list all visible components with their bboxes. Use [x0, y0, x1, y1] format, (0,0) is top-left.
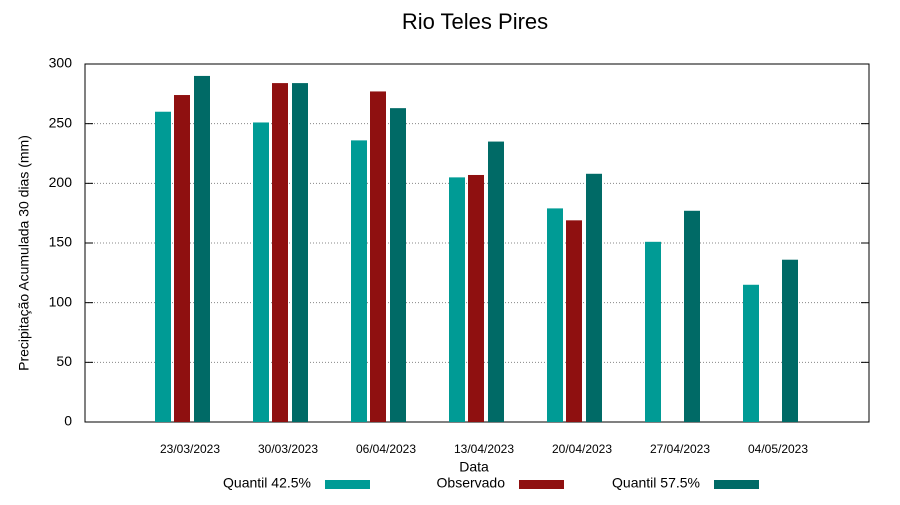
bar — [684, 210, 700, 422]
bar — [370, 91, 386, 423]
legend-label: Quantil 57.5% — [612, 475, 700, 491]
bar — [743, 284, 759, 422]
bar — [468, 174, 484, 422]
y-tick-label: 250 — [49, 114, 73, 130]
bar — [782, 259, 798, 422]
x-tick-label: 04/05/2023 — [748, 442, 808, 456]
bar — [351, 140, 367, 422]
x-tick-label: 30/03/2023 — [258, 442, 318, 456]
y-tick-label: 300 — [49, 55, 73, 71]
bar — [488, 141, 504, 423]
bar — [174, 95, 190, 422]
x-axis-label: Data — [459, 459, 489, 475]
y-tick-label: 100 — [49, 293, 73, 309]
legend-swatch — [325, 480, 370, 489]
x-tick-label: 20/04/2023 — [552, 442, 612, 456]
y-axis-label: Precipitação Acumulada 30 dias (mm) — [16, 135, 32, 371]
x-tick-label: 23/03/2023 — [160, 442, 220, 456]
chart-title: Rio Teles Pires — [402, 9, 548, 34]
bar — [194, 75, 210, 422]
bar — [586, 173, 602, 422]
x-tick-label: 27/04/2023 — [650, 442, 710, 456]
x-tick-label: 13/04/2023 — [454, 442, 514, 456]
legend-label: Observado — [437, 475, 506, 491]
bar — [645, 241, 661, 422]
bar — [449, 177, 465, 422]
bar — [390, 108, 406, 423]
bar — [253, 122, 269, 423]
bar — [155, 111, 171, 422]
y-tick-label: 150 — [49, 234, 73, 250]
y-tick-label: 0 — [64, 413, 72, 429]
bar — [292, 83, 308, 423]
bar — [566, 220, 582, 422]
x-tick-label: 06/04/2023 — [356, 442, 416, 456]
bar — [272, 83, 288, 423]
y-tick-label: 200 — [49, 174, 73, 190]
legend-swatch — [714, 480, 759, 489]
legend-label: Quantil 42.5% — [223, 475, 311, 491]
y-tick-label: 50 — [56, 353, 72, 369]
legend-swatch — [519, 480, 564, 489]
bar — [547, 208, 563, 422]
